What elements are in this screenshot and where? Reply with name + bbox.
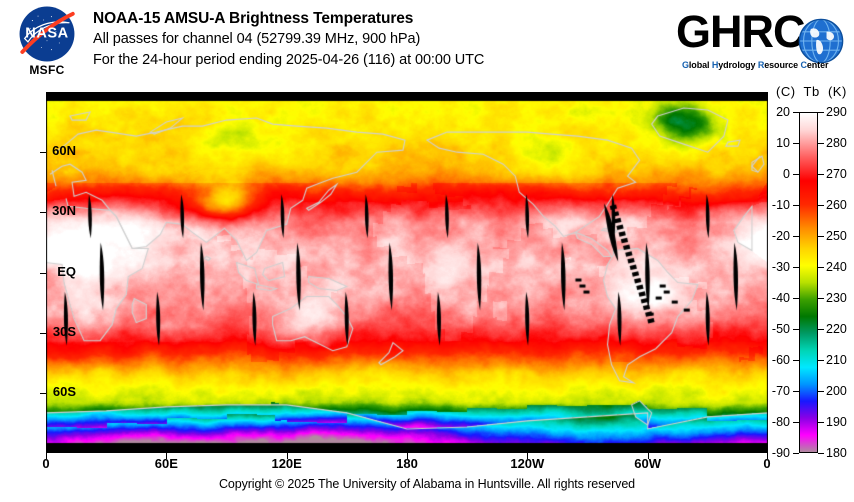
colorbar-tick-celsius [793,391,799,392]
colorbar-tick-kelvin [818,329,824,330]
colorbar-tick-kelvin [818,143,824,144]
colorbar-tick-kelvin [818,174,824,175]
x-axis-label: 0 [763,456,771,471]
map-raster[interactable] [46,92,768,453]
nasa-center-label: MSFC [29,63,65,77]
colorbar-tick-celsius [793,205,799,206]
y-axis-label: 30N [52,203,76,219]
y-axis-label: 30S [52,323,76,339]
ghrc-logo: GHRC Global Hydrology Resource Center [676,6,846,80]
colorbar-label-celsius: -60 [771,353,790,367]
colorbar-tick-kelvin [818,391,824,392]
nasa-logo: NASA MSFC [11,6,83,86]
x-axis-label: 180 [396,456,418,471]
colorbar[interactable] [799,112,818,453]
x-axis-tick [527,453,529,459]
channel-subtitle: All passes for channel 04 (52799.39 MHz,… [93,31,421,47]
y-axis-label: 60S [52,383,76,399]
colorbar-label-kelvin: 250 [826,229,847,243]
x-axis-tick [407,453,408,459]
x-axis-tick [286,453,288,459]
colorbar-label-kelvin: 200 [826,384,847,398]
ghrc-fullname: Global Hydrology Resource Center [682,60,829,70]
colorbar-label-kelvin: 270 [826,167,847,181]
colorbar-tick-celsius [793,174,799,175]
y-axis-label: EQ [57,263,76,279]
colorbar-label-kelvin: 210 [826,353,847,367]
colorbar-label-kelvin: 240 [826,260,847,274]
colorbar-label-kelvin: 280 [826,136,847,150]
colorbar-label-celsius: -20 [771,229,790,243]
x-axis-label: 60E [154,456,178,471]
colorbar-tick-celsius [793,143,799,144]
colorbar-tick-celsius [793,453,799,454]
colorbar-tick-kelvin [818,236,824,237]
colorbar-header: (C) Tb (K) [776,84,854,99]
x-axis-tick [767,453,768,459]
copyright-notice: Copyright © 2025 The University of Alaba… [218,477,636,491]
x-axis-label: 60W [634,456,662,471]
colorbar-tick-kelvin [818,267,824,268]
colorbar-tick-celsius [793,422,799,423]
colorbar-label-kelvin: 190 [826,415,847,429]
nasa-meatball-icon: NASA [19,6,75,62]
colorbar-tick-kelvin [818,205,824,206]
svg-text:NASA: NASA [25,25,68,41]
colorbar-label-kelvin: 290 [826,105,847,119]
y-axis-tick [40,272,46,274]
colorbar-gradient [800,113,817,452]
colorbar-tick-kelvin [818,112,824,113]
y-axis-tick [40,332,46,334]
x-axis-tick [46,453,47,459]
header-titles: NOAA-15 AMSU-A Brightness Temperatures A… [93,8,673,71]
colorbar-label-celsius: 20 [776,105,790,119]
colorbar-label-celsius: -50 [771,322,790,336]
colorbar-label-celsius: 0 [783,167,790,181]
x-axis-tick [166,453,168,459]
x-axis-tick [647,453,649,459]
colorbar-tick-kelvin [818,453,824,454]
page-title: NOAA-15 AMSU-A Brightness Temperatures [93,10,414,27]
colorbar-label-kelvin: 230 [826,291,847,305]
ghrc-acronym: GHRC [676,6,805,57]
colorbar-tick-celsius [793,298,799,299]
y-axis-tick [40,152,46,154]
colorbar-kelvin-unit: (K) [827,84,847,99]
y-axis-label: 60N [52,143,76,159]
colorbar-label-celsius: 10 [776,136,790,150]
colorbar-label-celsius: -30 [771,260,790,274]
colorbar-label-kelvin: 180 [826,446,847,460]
colorbar-label-celsius: -70 [771,384,790,398]
colorbar-tick-celsius [793,267,799,268]
colorbar-tick-celsius [793,329,799,330]
colorbar-label-celsius: -90 [771,446,790,460]
period-subtitle: For the 24-hour period ending 2025-04-26… [93,52,485,68]
globe-icon [798,18,844,64]
colorbar-tick-celsius [793,112,799,113]
x-axis-label: 120W [510,456,545,471]
colorbar-label-celsius: -40 [771,291,790,305]
colorbar-tick-kelvin [818,360,824,361]
colorbar-variable: Tb [803,84,820,99]
colorbar-label-kelvin: 220 [826,322,847,336]
colorbar-label-kelvin: 260 [826,198,847,212]
colorbar-celsius-unit: (C) [776,84,796,99]
y-axis-tick [40,392,46,394]
brightness-temperature-map[interactable] [46,92,768,453]
colorbar-label-celsius: -80 [771,415,790,429]
colorbar-tick-kelvin [818,298,824,299]
x-axis-label: 120E [271,456,302,471]
x-axis-label: 0 [42,456,50,471]
colorbar-tick-celsius [793,360,799,361]
colorbar-tick-kelvin [818,422,824,423]
y-axis-tick [40,212,46,214]
colorbar-tick-celsius [793,236,799,237]
colorbar-label-celsius: -10 [771,198,790,212]
